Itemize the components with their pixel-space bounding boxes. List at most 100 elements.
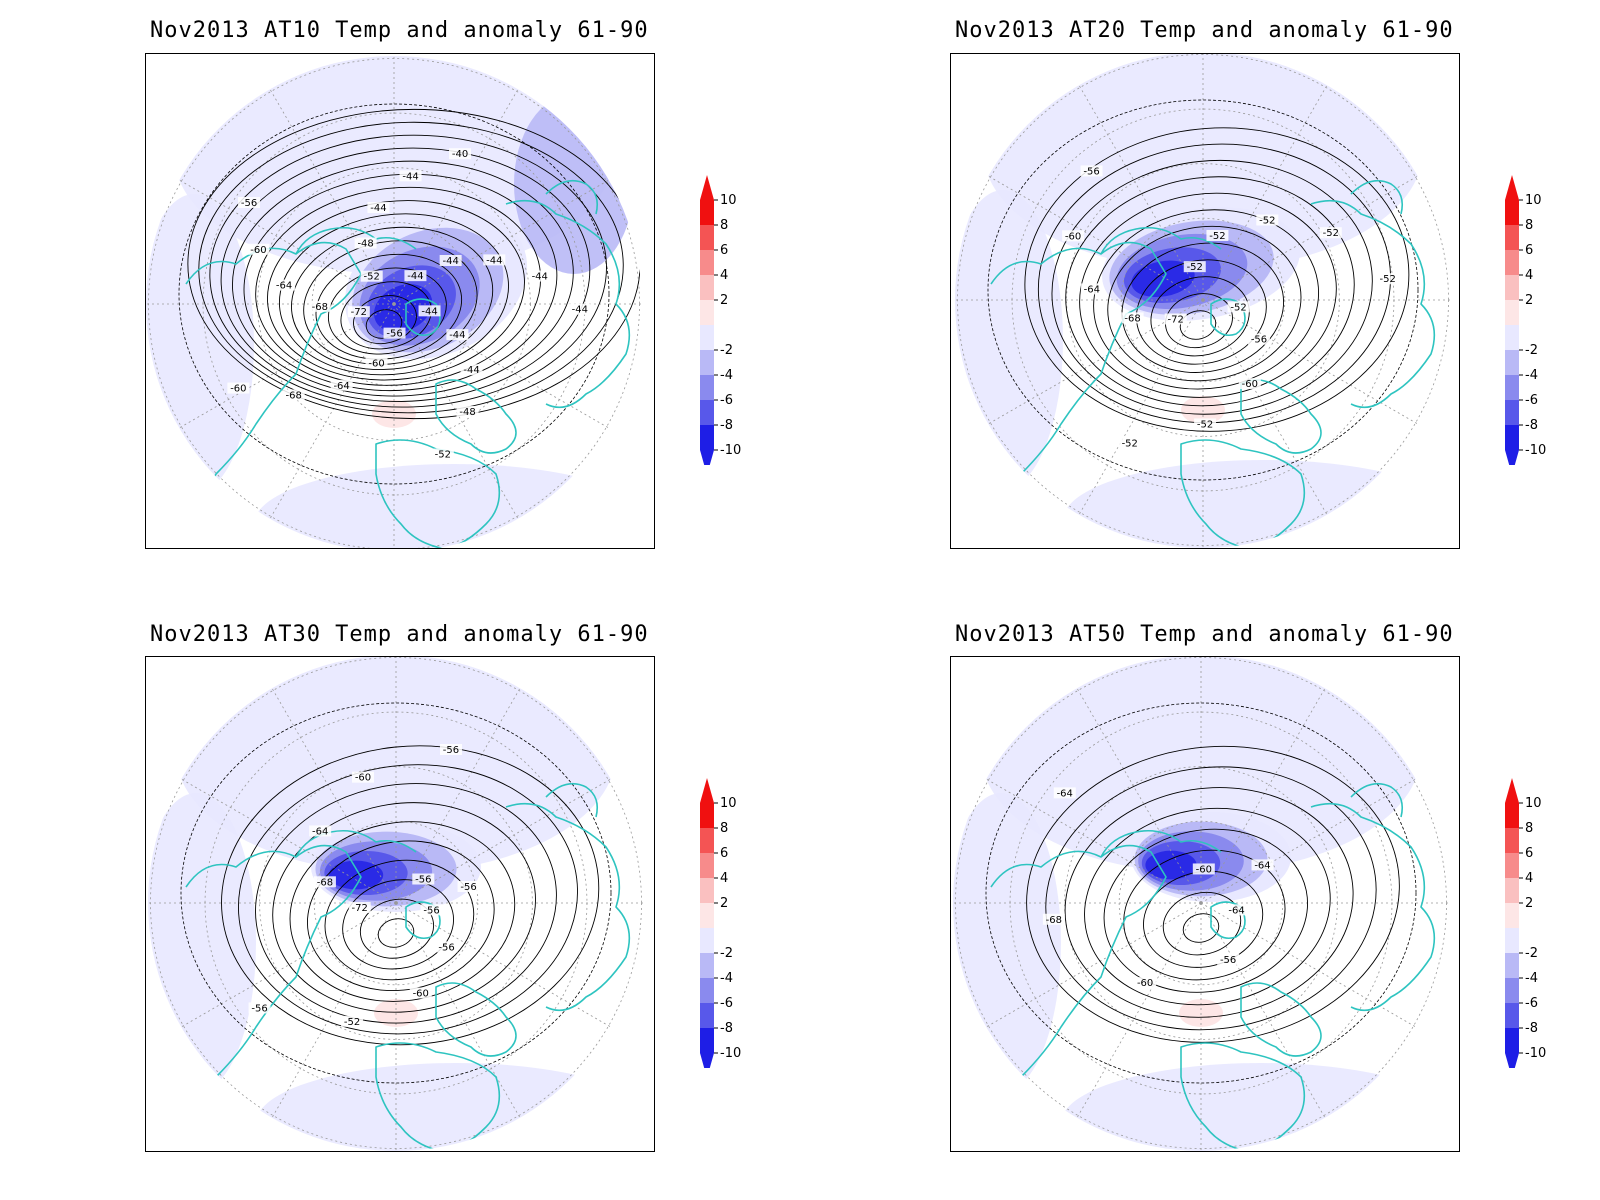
contour-label-bg [1225, 904, 1248, 916]
colorbar-tick-label: -6 [1525, 393, 1538, 408]
meridian-line [269, 303, 395, 519]
coastline [1240, 982, 1322, 1057]
contour-label: -44 [449, 330, 465, 341]
colorbar-tick-label: 2 [720, 896, 728, 911]
contour-label-bg [1062, 230, 1085, 242]
meridian-line [1202, 299, 1328, 515]
temperature-contour [1037, 143, 1391, 424]
contour-label: -60 [230, 384, 246, 395]
temperature-contour [1123, 849, 1286, 981]
contour-label: -52 [344, 1017, 360, 1028]
colorbar-at10: 10 8 6 4 2 -2 -4 -6 -8 -10 [700, 175, 741, 465]
colorbar-tick-label: -10 [1525, 1046, 1546, 1061]
colorbar-tick-label: 4 [1525, 871, 1533, 886]
contour-label: -56 [241, 198, 257, 209]
contour-label: -64 [1254, 860, 1270, 871]
temperature-contour [985, 702, 1417, 1084]
contour-label: -60 [368, 358, 384, 369]
temperature-contour [291, 226, 494, 371]
map-disc: -52 -56 -60 -52 -52 -72 -68 -64 -60 -56 -52 -52 -52 -… [955, 54, 1451, 548]
temperature-contour [289, 821, 516, 1002]
colorbar-box [700, 978, 714, 1003]
contour-label: -52 [1197, 419, 1213, 430]
colorbar-box [1505, 803, 1519, 828]
temperature-contour [340, 281, 432, 350]
colorbar-box [1505, 903, 1519, 928]
colorbar-tick-label: -6 [720, 996, 733, 1011]
coastline [185, 844, 362, 1118]
colorbar-box [1505, 1003, 1519, 1028]
coastline [1350, 782, 1404, 818]
colorbar-box [700, 200, 714, 225]
colorbar-box [1505, 853, 1519, 878]
contour-label-bg [348, 902, 371, 914]
contour-label: -56 [460, 882, 476, 893]
temperature-contour [180, 702, 612, 1084]
contour-label-bg [457, 880, 480, 892]
temperature-contour [1103, 828, 1308, 993]
colorbar-tick-label: -4 [1525, 971, 1538, 986]
contour-label-bg [1080, 165, 1103, 177]
contour-label: -60 [1137, 978, 1153, 989]
temperature-contour [987, 99, 1419, 481]
contour-label-bg [1247, 333, 1270, 345]
meridian-line [271, 688, 397, 904]
meridian-line [1202, 85, 1328, 301]
contour-label: -60 [1242, 379, 1258, 390]
colorbar-tick-label: 10 [1525, 193, 1542, 208]
map-svg-at30: -56 -56 -60 -52 -56 -72 -68 -64 -60 -56 -56 -56 [148, 657, 644, 1151]
temperature-contour [1084, 807, 1331, 1006]
contour-label: -56 [251, 1003, 267, 1014]
contour-label-bg [568, 303, 591, 315]
colorbar-tick-label: -2 [720, 946, 733, 961]
colorbar-tick-label: 8 [720, 218, 728, 233]
colorbar-at50: 10 8 6 4 2 -2 -4 -6 -8 -10 [1505, 778, 1546, 1068]
meridian-line [1200, 688, 1326, 904]
contour-label: -56 [386, 329, 402, 340]
colorbar-box [1505, 928, 1519, 953]
colorbar-box [700, 325, 714, 350]
contour-label: -64 [333, 381, 349, 392]
contour-label: -44 [532, 272, 548, 283]
contour-label: -64 [1057, 788, 1073, 799]
map-svg-at20: -52 -56 -60 -52 -52 -72 -68 -64 -60 -56 -52 -52 -52 -… [955, 54, 1451, 548]
meridian-line [986, 778, 1202, 904]
colorbar-tick-label: 8 [1525, 821, 1533, 836]
contour-label: -72 [352, 903, 368, 914]
contour-label-bg [420, 904, 443, 916]
meridian-line [1200, 902, 1326, 1118]
contour-label: -52 [1259, 215, 1275, 226]
colorbar-tick-label: -8 [720, 1021, 733, 1036]
contour-label: -56 [443, 745, 459, 756]
colorbar-tick-label: 8 [1525, 218, 1533, 233]
contour-label-bg [1053, 787, 1076, 799]
contour-label-bg [1192, 863, 1215, 875]
temperature-contour [359, 898, 435, 959]
temperature-contour [324, 859, 475, 981]
colorbar-box [1505, 425, 1519, 450]
contour-label-bg [1042, 913, 1065, 925]
contour-label: -40 [452, 149, 468, 160]
temperature-contour [178, 103, 610, 485]
contour-label: -44 [442, 256, 458, 267]
colorbar-box [1505, 300, 1519, 325]
colorbar-box [1505, 250, 1519, 275]
coastline [1350, 179, 1404, 215]
temperature-contour [278, 213, 509, 376]
contour-label: -60 [250, 245, 266, 256]
temperature-contour [1143, 870, 1264, 968]
coastline [1180, 439, 1306, 548]
colorbar-tick-label: 2 [720, 293, 728, 308]
coastline [1180, 1042, 1306, 1151]
temperature-contour [303, 240, 478, 365]
meridian-line [181, 778, 397, 904]
map-at20: -52 -56 -60 -52 -52 -72 -68 -64 -60 -56 -52 -52 -52 -… [950, 53, 1460, 549]
contour-label: -60 [1196, 864, 1212, 875]
temperature-contour [1107, 225, 1302, 382]
meridian-line [393, 303, 519, 519]
contour-label-bg [330, 379, 353, 391]
colorbar-box [1505, 1028, 1519, 1053]
contour-label: -64 [1228, 905, 1244, 916]
contour-label-bg [1118, 437, 1141, 449]
coastline [1100, 226, 1222, 255]
